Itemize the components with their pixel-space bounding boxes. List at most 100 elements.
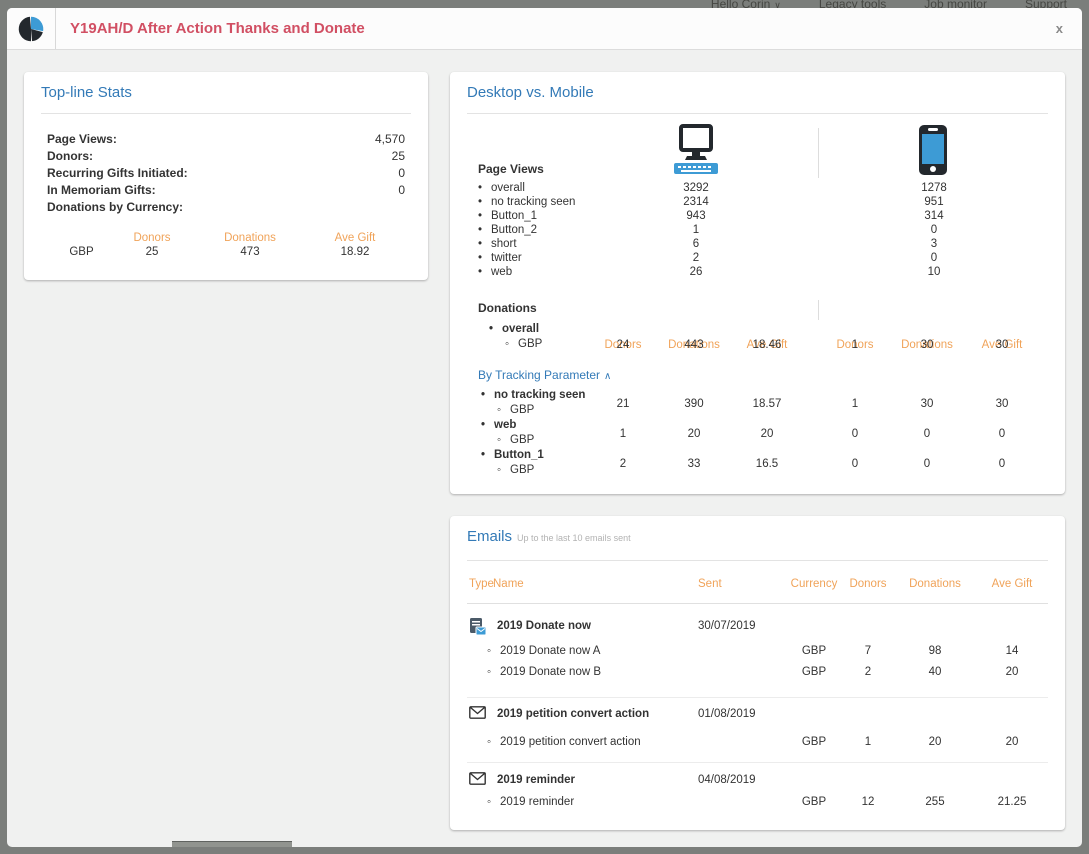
currency-label: GBP	[505, 337, 542, 351]
divider	[467, 697, 1048, 698]
col-header-donations: Donations	[909, 578, 961, 590]
email-sent-date: 04/08/2019	[698, 774, 756, 786]
row-label: twitter	[478, 251, 522, 265]
email-name: 2019 petition convert action	[497, 708, 650, 720]
col-header-donors: Donors	[836, 339, 874, 351]
ave-gift-cell: 20	[1005, 736, 1019, 748]
stat-row: In Memoriam Gifts: 0	[47, 182, 405, 199]
donations-group: no tracking seen GBP 21 390 18.57 1 30 3…	[450, 388, 1065, 420]
mobile-value: 3	[930, 238, 938, 250]
col-header-donors: Donors	[133, 232, 171, 244]
donors-cell: 12	[861, 796, 875, 808]
chevron-up-icon: ∧	[604, 371, 612, 382]
row-label: Button_1	[481, 448, 544, 462]
currency-cell: GBP	[801, 645, 827, 657]
email-sent-date: 30/07/2019	[698, 620, 756, 632]
col-header-ave-gift: Ave Gift	[334, 232, 376, 244]
desktop-ave-gift: 16.5	[755, 458, 779, 470]
mobile-ave-gift: 30	[995, 398, 1009, 410]
email-variant-name: 2019 petition convert action	[487, 735, 641, 749]
donations-group: web GBP 1 20 20 0 0 0	[450, 418, 1065, 450]
stat-row: Donations by Currency:	[47, 199, 405, 216]
col-header-donations: Donations	[224, 232, 276, 244]
page-views-list: overall 3292 1278 no tracking seen 2314 …	[450, 181, 1065, 279]
mobile-donors: 0	[851, 458, 859, 470]
page-views-label: Page Views	[478, 162, 544, 176]
email-variant-name: 2019 reminder	[487, 795, 574, 809]
stat-label: Donations by Currency:	[47, 200, 184, 214]
row-label: no tracking seen	[481, 388, 585, 402]
desktop-ave-gift: 20	[760, 428, 774, 440]
row-label: web	[478, 265, 512, 279]
email-row[interactable]: 2019 Donate now 30/07/2019	[450, 618, 1065, 636]
email-sent-date: 01/08/2019	[698, 708, 756, 720]
donations-overall-values: 24 443 18.46 1 30 30	[450, 322, 1065, 354]
emails-panel: Emails Up to the last 10 emails sent Type…	[450, 516, 1065, 830]
emails-title: Emails	[467, 528, 513, 545]
panel-title: Desktop vs. Mobile	[467, 84, 594, 101]
currency-cell: GBP	[69, 246, 94, 258]
donations-label: Donations	[478, 301, 537, 315]
panel-title: Emails Up to the last 10 emails sent	[467, 528, 631, 545]
stat-label: Page Views:	[47, 132, 117, 146]
row-label: short	[478, 237, 516, 251]
desktop-value: 6	[692, 238, 700, 250]
email-row[interactable]: 2019 petition convert action 01/08/2019	[450, 706, 1065, 722]
email-subrow: 2019 reminder GBP 12 255 21.25	[450, 795, 1065, 809]
stat-value: 0	[398, 166, 405, 180]
top-navigation: Hello Corin ∨ Legacy tools Job monitor Su…	[0, 0, 1067, 9]
mobile-value: 10	[927, 266, 941, 278]
donations-cell: 255	[925, 796, 945, 808]
report-modal: Y19AH/D After Action Thanks and Donate x…	[7, 8, 1082, 847]
donors-cell: 2	[864, 666, 872, 678]
mobile-donations: 30	[920, 339, 934, 351]
desktop-value: 2314	[683, 196, 709, 208]
row-label: web	[481, 418, 517, 432]
col-header-donors: Donors	[604, 339, 642, 351]
page-views-row: Button_2 1 0	[450, 223, 1065, 237]
page-views-row: short 6 3	[450, 237, 1065, 251]
user-menu[interactable]: Hello Corin ∨	[710, 0, 781, 9]
col-header-ave-gift: Ave Gift	[981, 339, 1023, 351]
email-subrow: 2019 Donate now A GBP 7 98 14	[450, 644, 1065, 658]
col-header-donations: Donations	[668, 339, 720, 351]
nav-legacy-tools[interactable]: Legacy tools	[818, 0, 887, 9]
donations-cell: 20	[928, 736, 942, 748]
col-header-name: Name	[493, 578, 524, 590]
divider	[467, 560, 1048, 561]
stat-row: Donors: 25	[47, 148, 405, 165]
pie-chart-icon	[17, 15, 45, 43]
desktop-donations: 20	[687, 428, 701, 440]
col-header-ave-gift: Ave Gift	[991, 578, 1033, 590]
nav-job-monitor[interactable]: Job monitor	[924, 0, 987, 9]
close-icon[interactable]: x	[1055, 21, 1063, 36]
mobile-ave-gift: 30	[995, 339, 1009, 351]
row-label: overall	[478, 181, 525, 195]
mobile-value: 951	[924, 196, 944, 208]
desktop-value: 1	[692, 224, 700, 236]
vertical-divider	[818, 128, 819, 178]
page-views-row: overall 3292 1278	[450, 181, 1065, 195]
email-icon	[469, 706, 486, 719]
email-row[interactable]: 2019 reminder 04/08/2019	[450, 772, 1065, 788]
stat-row: Page Views: 4,570	[47, 131, 405, 148]
page-views-row: no tracking seen 2314 951	[450, 195, 1065, 209]
chevron-down-icon: ∨	[774, 0, 781, 9]
stat-value: 0	[398, 183, 405, 197]
mobile-donors: 1	[851, 398, 859, 410]
nav-support[interactable]: Support	[1024, 0, 1067, 9]
by-tracking-parameter-toggle[interactable]: By Tracking Parameter ∧	[478, 368, 611, 384]
currency-cell: GBP	[801, 666, 827, 678]
row-label: no tracking seen	[478, 195, 575, 209]
donations-group: Button_1 GBP 2 33 16.5 0 0 0	[450, 448, 1065, 480]
divider	[467, 603, 1048, 604]
donations-overall-block: overall GBP Donors Donations Ave Gift Do…	[450, 322, 1065, 354]
desktop-donors: 1	[619, 428, 627, 440]
page-views-row: web 26 10	[450, 265, 1065, 279]
donors-cell: 1	[864, 736, 872, 748]
row-label: overall	[489, 322, 539, 336]
mobile-ave-gift: 0	[998, 428, 1006, 440]
mobile-phone-icon	[918, 124, 948, 176]
col-header-donations: Donations	[901, 339, 953, 351]
desktop-donors: 21	[616, 398, 630, 410]
